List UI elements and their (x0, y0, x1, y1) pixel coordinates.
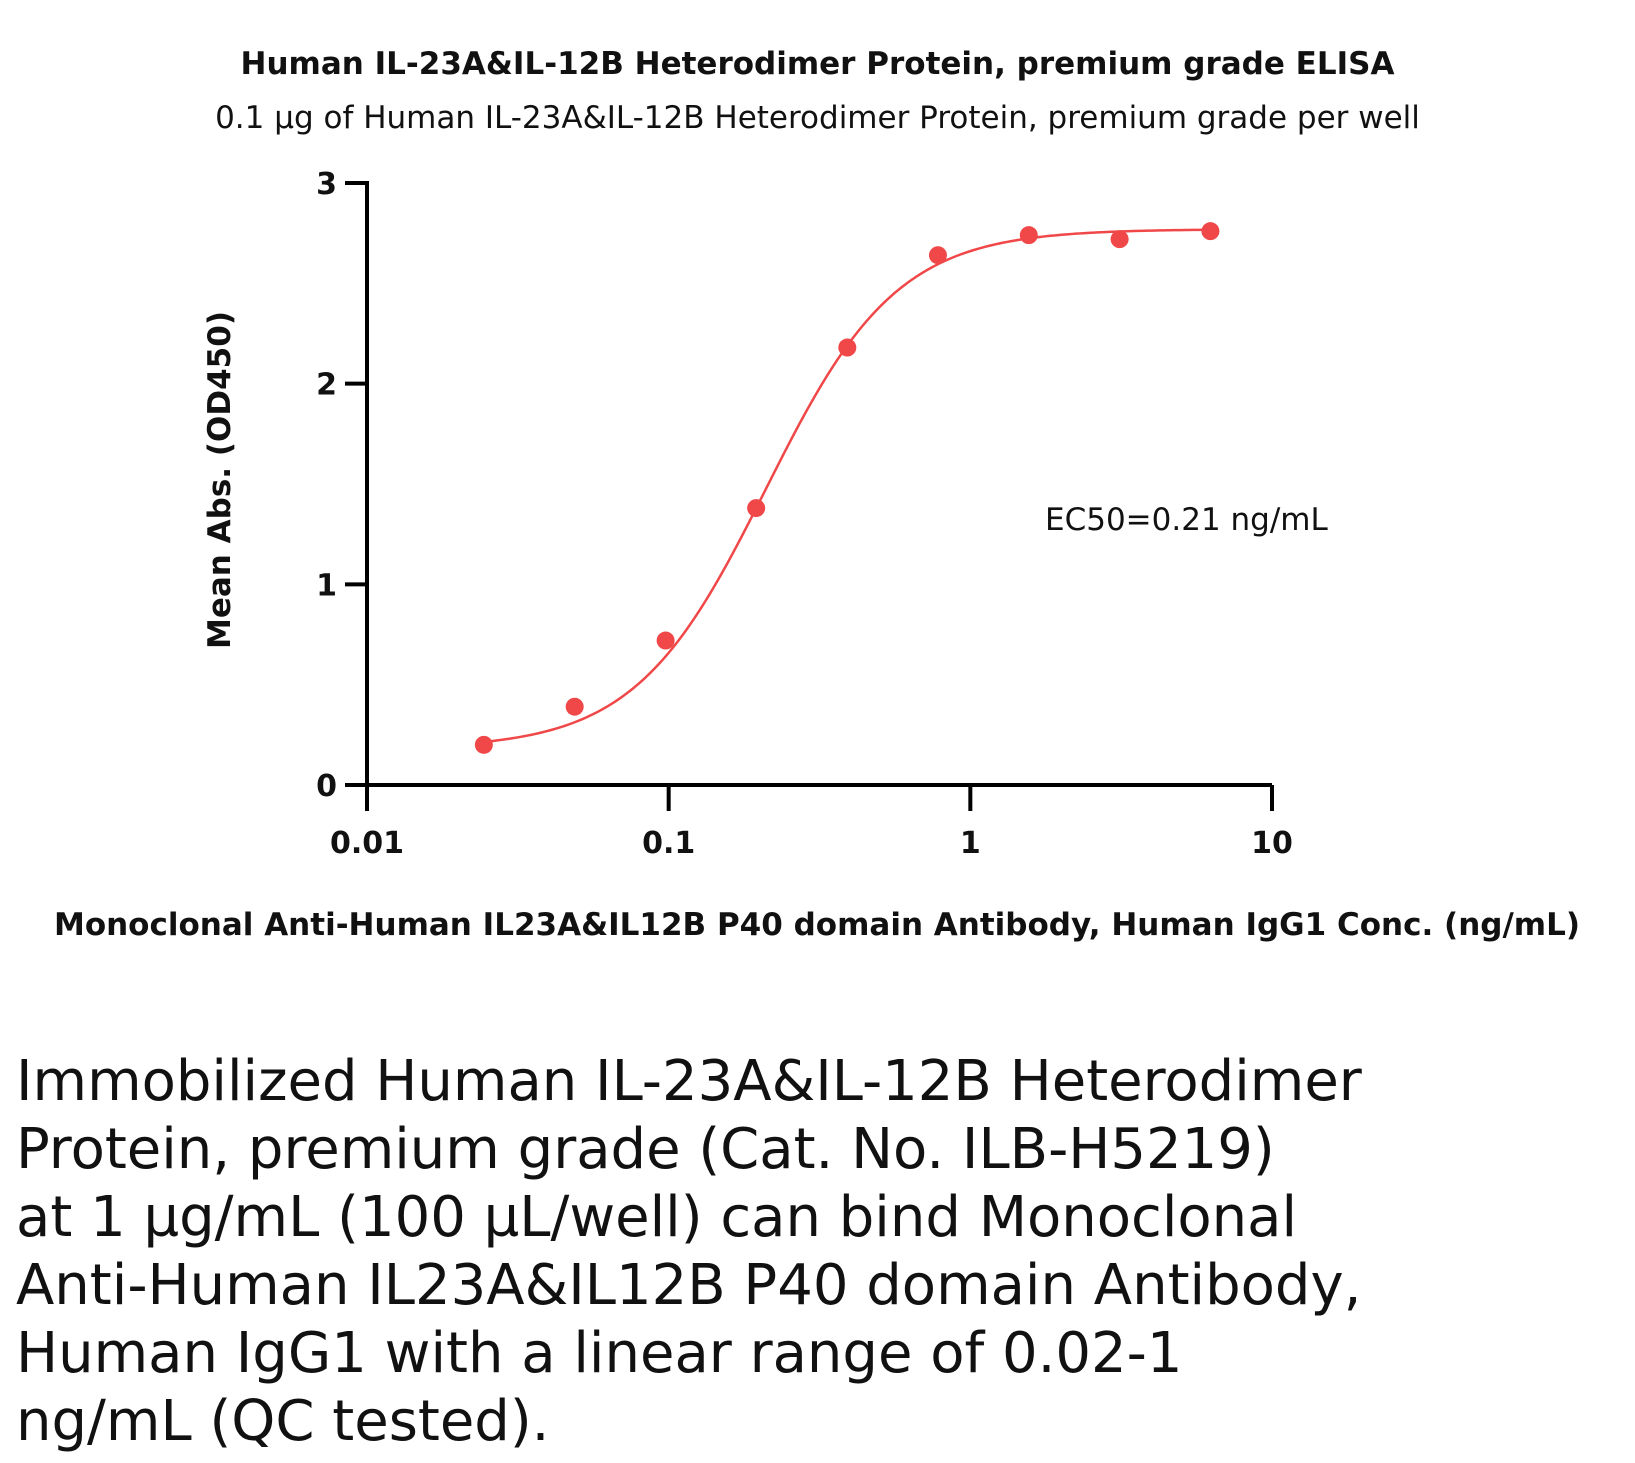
y-tick-label: 3 (316, 167, 337, 202)
caption-line: Immobilized Human IL-23A&IL-12B Heterodi… (16, 1049, 1362, 1114)
y-tick-label: 1 (316, 568, 337, 603)
x-tick-label: 0.1 (642, 826, 695, 861)
data-point (565, 697, 584, 716)
caption-line: Anti-Human IL23A&IL12B P40 domain Antibo… (16, 1253, 1362, 1318)
y-axis-label: Mean Abs. (OD450) (202, 311, 238, 649)
figure-caption: Immobilized Human IL-23A&IL-12B Heterodi… (16, 1048, 1616, 1456)
chart-subtitle: 0.1 µg of Human IL-23A&IL-12B Heterodime… (215, 100, 1420, 136)
data-point (1019, 226, 1038, 245)
data-point (1201, 222, 1220, 241)
x-tick-label: 1 (960, 826, 981, 861)
y-tick-label: 0 (316, 769, 337, 804)
data-point (474, 735, 493, 754)
y-tick-label: 2 (316, 368, 337, 403)
data-point (656, 631, 675, 650)
elisa-chart: 0 1 2 3 0.01 0.1 1 10 EC50=0.21 ng/mL Mean Abs.… (54, 167, 1580, 943)
x-tick-label: 10 (1251, 826, 1293, 861)
axes: 0 1 2 3 0.01 0.1 1 10 (316, 167, 1293, 861)
data-point (838, 338, 857, 357)
data-point (747, 499, 766, 518)
x-axis-label: Monoclonal Anti-Human IL23A&IL12B P40 do… (54, 907, 1580, 943)
data-points (474, 222, 1220, 754)
fit-curve (483, 228, 1211, 744)
caption-line: Protein, premium grade (Cat. No. ILB-H52… (16, 1117, 1275, 1182)
chart-title: Human IL-23A&IL-12B Heterodimer Protein,… (240, 46, 1395, 82)
x-tick-label: 0.01 (330, 826, 404, 861)
data-point (928, 246, 947, 265)
ec50-annotation: EC50=0.21 ng/mL (1045, 502, 1328, 538)
caption-line: Human IgG1 with a linear range of 0.02-1 (16, 1321, 1183, 1386)
caption-line: at 1 µg/mL (100 µL/well) can bind Monocl… (16, 1185, 1297, 1250)
caption-line: ng/mL (QC tested). (16, 1389, 550, 1454)
data-point (1110, 230, 1129, 249)
